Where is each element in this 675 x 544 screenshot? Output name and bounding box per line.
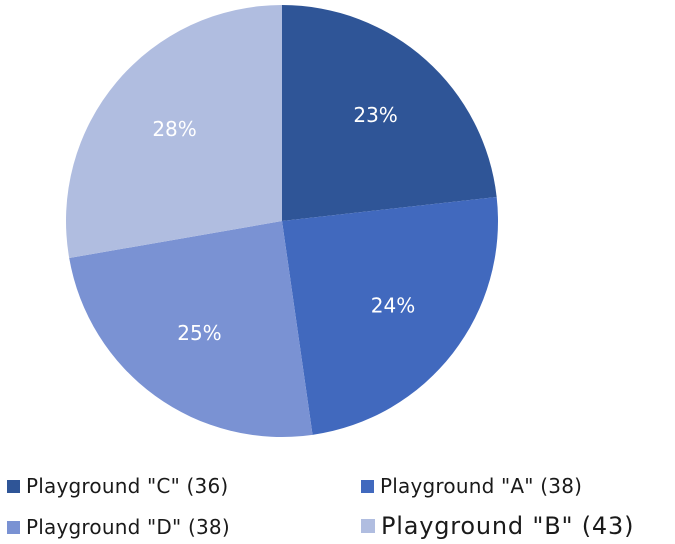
- legend-swatch-playground-b: [361, 519, 375, 533]
- pie-slices: [66, 5, 499, 437]
- pie-slice-b: [66, 5, 282, 259]
- legend-swatch-playground-d: [7, 520, 20, 534]
- legend-label-playground-c: Playground "C" (36): [26, 474, 229, 498]
- pie-slice-c: [282, 5, 497, 221]
- legend-item-playground-c: Playground "C" (36): [7, 474, 228, 498]
- legend-label-playground-a: Playground "A" (38): [380, 474, 583, 498]
- legend-item-playground-b: Playground "B" (43): [361, 512, 634, 540]
- legend-label-playground-d: Playground "D" (38): [26, 515, 230, 539]
- legend-swatch-playground-a: [361, 479, 374, 493]
- legend-item-playground-a: Playground "A" (38): [361, 474, 582, 498]
- pie-slice-percent-label: 28%: [152, 117, 196, 141]
- pie-slice-d: [69, 221, 313, 437]
- legend-item-playground-d: Playground "D" (38): [7, 515, 230, 539]
- pie-slice-a: [282, 196, 499, 435]
- pie-slice-labels: 23% 24% 25% 28%: [152, 103, 415, 345]
- pie-slice-percent-label: 24%: [371, 293, 415, 317]
- legend-swatch-playground-c: [7, 479, 20, 493]
- pie-slice-percent-label: 25%: [177, 321, 221, 345]
- pie-slice-percent-label: 23%: [353, 103, 397, 127]
- legend-label-playground-b: Playground "B" (43): [381, 512, 635, 540]
